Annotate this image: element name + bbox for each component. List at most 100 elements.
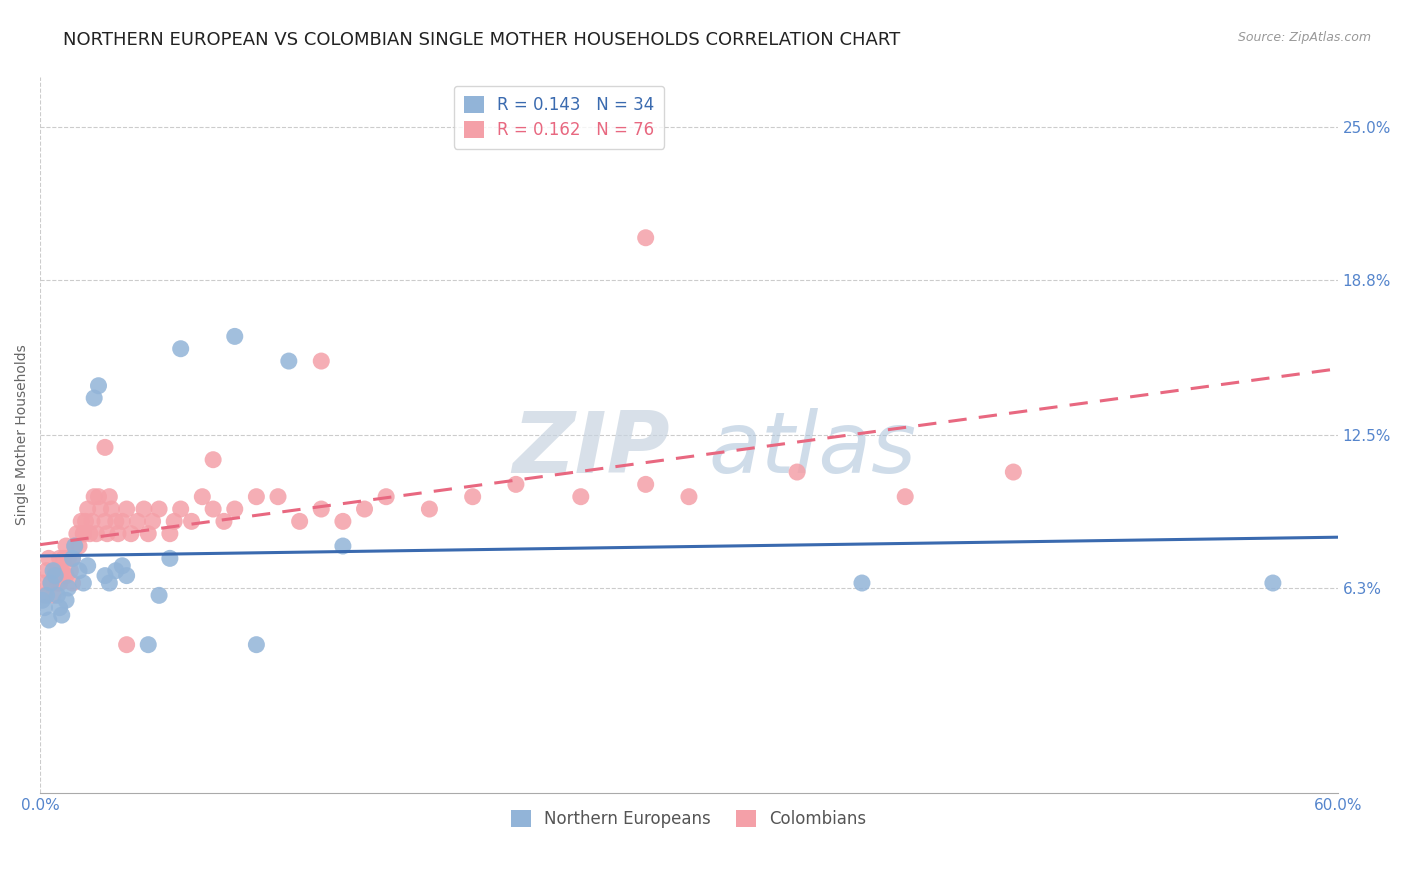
Point — [39, 576, 62, 591]
Point — [76, 502, 98, 516]
Point — [120, 526, 142, 541]
Point — [1002, 465, 1025, 479]
Point — [202, 502, 225, 516]
Point — [83, 391, 105, 405]
Point — [132, 502, 155, 516]
Point — [202, 452, 225, 467]
Point — [48, 576, 70, 591]
Point — [62, 551, 84, 566]
Point — [76, 558, 98, 573]
Point — [851, 576, 873, 591]
Point — [46, 588, 69, 602]
Text: ZIP: ZIP — [512, 408, 669, 491]
Point — [309, 354, 332, 368]
Point — [159, 526, 181, 541]
Point — [678, 490, 700, 504]
Point — [72, 576, 94, 591]
Point — [786, 465, 808, 479]
Point — [80, 514, 103, 528]
Point — [94, 514, 117, 528]
Point — [159, 551, 181, 566]
Point — [127, 514, 149, 528]
Point — [63, 539, 86, 553]
Text: atlas: atlas — [709, 408, 917, 491]
Point — [98, 490, 121, 504]
Point — [461, 490, 484, 504]
Point — [55, 593, 77, 607]
Point — [34, 600, 56, 615]
Point — [894, 490, 917, 504]
Point — [48, 551, 70, 566]
Point — [38, 613, 60, 627]
Point — [42, 564, 65, 578]
Point — [634, 231, 657, 245]
Point — [332, 539, 354, 553]
Point — [104, 564, 127, 578]
Y-axis label: Single Mother Households: Single Mother Households — [15, 344, 30, 525]
Point — [1261, 576, 1284, 591]
Text: NORTHERN EUROPEAN VS COLOMBIAN SINGLE MOTHER HOUSEHOLDS CORRELATION CHART: NORTHERN EUROPEAN VS COLOMBIAN SINGLE MO… — [63, 31, 900, 49]
Point — [170, 502, 193, 516]
Point — [46, 576, 69, 591]
Point — [75, 514, 97, 528]
Point — [52, 551, 75, 566]
Point — [111, 558, 134, 573]
Point — [90, 502, 112, 516]
Point — [55, 539, 77, 553]
Point — [62, 551, 84, 566]
Point — [180, 514, 202, 528]
Point — [48, 600, 70, 615]
Point — [42, 588, 65, 602]
Point — [224, 329, 246, 343]
Point — [115, 568, 138, 582]
Point — [94, 441, 117, 455]
Point — [51, 564, 73, 578]
Point — [309, 502, 332, 516]
Point — [72, 526, 94, 541]
Point — [63, 539, 86, 553]
Point — [111, 514, 134, 528]
Point — [418, 502, 440, 516]
Point — [79, 526, 101, 541]
Point — [35, 588, 58, 602]
Point — [353, 502, 375, 516]
Point — [136, 526, 159, 541]
Point — [67, 564, 90, 578]
Point — [66, 526, 89, 541]
Point — [191, 490, 214, 504]
Point — [375, 490, 398, 504]
Point — [44, 564, 66, 578]
Point — [245, 638, 267, 652]
Point — [98, 576, 121, 591]
Point — [245, 490, 267, 504]
Point — [148, 502, 170, 516]
Point — [569, 490, 592, 504]
Point — [55, 568, 77, 582]
Point — [288, 514, 311, 528]
Point — [46, 564, 69, 578]
Point — [148, 588, 170, 602]
Point — [58, 551, 80, 566]
Point — [94, 568, 117, 582]
Point — [58, 581, 80, 595]
Point — [44, 568, 66, 582]
Point — [163, 514, 186, 528]
Point — [277, 354, 299, 368]
Point — [96, 526, 118, 541]
Point — [86, 526, 108, 541]
Point — [212, 514, 235, 528]
Point — [34, 588, 56, 602]
Point — [634, 477, 657, 491]
Legend: Northern Europeans, Colombians: Northern Europeans, Colombians — [505, 803, 873, 834]
Point — [39, 576, 62, 591]
Point — [107, 526, 129, 541]
Point — [35, 564, 58, 578]
Point — [505, 477, 527, 491]
Point — [83, 490, 105, 504]
Point — [87, 490, 110, 504]
Point — [267, 490, 290, 504]
Point — [51, 608, 73, 623]
Point — [72, 526, 94, 541]
Point — [31, 593, 53, 607]
Point — [115, 502, 138, 516]
